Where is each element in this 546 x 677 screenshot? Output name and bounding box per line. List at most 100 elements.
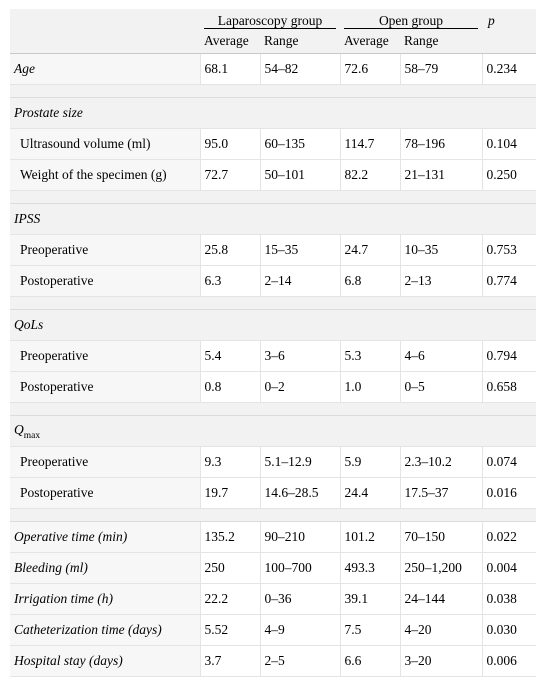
lap-range-cell: 2–14 bbox=[259, 265, 340, 297]
lap-average-cell: 5.4 bbox=[199, 340, 260, 372]
table-body: Age 68.1 54–82 72.6 58–79 0.234 Prostate size U… bbox=[10, 53, 536, 677]
open-range-cell: 24–144 bbox=[399, 583, 482, 615]
spacer-row bbox=[10, 402, 536, 416]
p-value-cell: 0.234 bbox=[481, 53, 536, 85]
row-label: Preoperative bbox=[10, 234, 200, 266]
table-row: Postoperative 0.8 0–2 1.0 0–5 0.658 bbox=[10, 371, 536, 403]
table-row: Operative time (min) 135.2 90–210 101.2 70–1… bbox=[10, 521, 536, 553]
p-value-cell: 0.774 bbox=[481, 265, 536, 297]
subheader-empty-cell bbox=[10, 29, 200, 54]
open-range-cell: 3–20 bbox=[399, 645, 482, 677]
open-range-cell: 4–20 bbox=[399, 614, 482, 646]
subheader-average-2: Average bbox=[340, 29, 400, 54]
open-range-cell: 21–131 bbox=[399, 159, 482, 191]
section-label-text: IPSS bbox=[14, 211, 41, 226]
spacer-row bbox=[10, 296, 536, 310]
p-value-cell: 0.030 bbox=[481, 614, 536, 646]
section-label: QoLs bbox=[10, 309, 536, 341]
section-label: IPSS bbox=[10, 203, 536, 235]
results-table-container: Laparoscopy group Open group p Average R… bbox=[10, 9, 536, 677]
p-value-cell: 0.038 bbox=[481, 583, 536, 615]
subheader-row: Average Range Average Range bbox=[10, 29, 536, 54]
lap-average-cell: 5.52 bbox=[199, 614, 260, 646]
open-average-cell: 114.7 bbox=[339, 128, 400, 160]
p-value-cell: 0.104 bbox=[481, 128, 536, 160]
open-range-cell: 2.3–10.2 bbox=[399, 446, 482, 478]
spacer-cell bbox=[10, 190, 536, 204]
open-average-cell: 24.7 bbox=[339, 234, 400, 266]
subheader-range-2: Range bbox=[400, 29, 482, 54]
open-average-cell: 5.3 bbox=[339, 340, 400, 372]
table-row: Weight of the specimen (g) 72.7 50–101 82.2… bbox=[10, 159, 536, 191]
row-label: Operative time (min) bbox=[10, 521, 200, 553]
row-label: Postoperative bbox=[10, 477, 200, 509]
spacer-row bbox=[10, 508, 536, 522]
section-header-row: IPSS bbox=[10, 203, 536, 235]
lap-average-cell: 0.8 bbox=[199, 371, 260, 403]
row-label: Ultrasound volume (ml) bbox=[10, 128, 200, 160]
lap-range-cell: 54–82 bbox=[259, 53, 340, 85]
p-value-cell: 0.022 bbox=[481, 521, 536, 553]
table-row: Catheterization time (days) 5.52 4–9 7.5 4–2… bbox=[10, 614, 536, 646]
lap-range-cell: 90–210 bbox=[259, 521, 340, 553]
spacer-cell bbox=[10, 84, 536, 98]
open-average-cell: 6.8 bbox=[339, 265, 400, 297]
lap-range-cell: 5.1–12.9 bbox=[259, 446, 340, 478]
section-label-text: QoLs bbox=[14, 317, 44, 332]
table-row: Postoperative 19.7 14.6–28.5 24.4 17.5–37 0.0… bbox=[10, 477, 536, 509]
open-range-cell: 78–196 bbox=[399, 128, 482, 160]
lap-range-cell: 14.6–28.5 bbox=[259, 477, 340, 509]
row-label: Catheterization time (days) bbox=[10, 614, 200, 646]
lap-range-cell: 0–2 bbox=[259, 371, 340, 403]
row-label: Postoperative bbox=[10, 265, 200, 297]
open-group-label: Open group bbox=[344, 13, 478, 29]
section-label: Prostate size bbox=[10, 97, 536, 129]
p-value-cell: 0.658 bbox=[481, 371, 536, 403]
header-empty-cell bbox=[10, 9, 200, 29]
laparoscopy-group-header: Laparoscopy group bbox=[200, 9, 340, 29]
row-label: Preoperative bbox=[10, 340, 200, 372]
spacer-row bbox=[10, 84, 536, 98]
p-value-cell: 0.794 bbox=[481, 340, 536, 372]
table-row: Preoperative 9.3 5.1–12.9 5.9 2.3–10.2 0.074 bbox=[10, 446, 536, 478]
row-label: Preoperative bbox=[10, 446, 200, 478]
p-value-cell: 0.004 bbox=[481, 552, 536, 584]
section-label-text: Prostate size bbox=[14, 105, 83, 120]
lap-average-cell: 68.1 bbox=[199, 53, 260, 85]
open-group-header: Open group bbox=[340, 9, 482, 29]
group-header-row: Laparoscopy group Open group p bbox=[10, 9, 536, 29]
open-average-cell: 101.2 bbox=[339, 521, 400, 553]
p-value-cell: 0.074 bbox=[481, 446, 536, 478]
lap-average-cell: 72.7 bbox=[199, 159, 260, 191]
spacer-cell bbox=[10, 402, 536, 416]
open-average-cell: 39.1 bbox=[339, 583, 400, 615]
open-range-cell: 10–35 bbox=[399, 234, 482, 266]
lap-average-cell: 25.8 bbox=[199, 234, 260, 266]
lap-average-cell: 9.3 bbox=[199, 446, 260, 478]
section-header-row: Qmax bbox=[10, 415, 536, 447]
open-range-cell: 70–150 bbox=[399, 521, 482, 553]
p-value-header: p bbox=[488, 13, 495, 28]
section-label-text: Q bbox=[14, 421, 24, 437]
table-row: Age 68.1 54–82 72.6 58–79 0.234 bbox=[10, 53, 536, 85]
table-row: Hospital stay (days) 3.7 2–5 6.6 3–20 0.006 bbox=[10, 645, 536, 677]
table-header: Laparoscopy group Open group p Average R… bbox=[10, 9, 536, 54]
p-value-cell: 0.250 bbox=[481, 159, 536, 191]
lap-range-cell: 60–135 bbox=[259, 128, 340, 160]
open-average-cell: 24.4 bbox=[339, 477, 400, 509]
lap-average-cell: 135.2 bbox=[199, 521, 260, 553]
open-range-cell: 250–1,200 bbox=[399, 552, 482, 584]
open-average-cell: 5.9 bbox=[339, 446, 400, 478]
lap-average-cell: 250 bbox=[199, 552, 260, 584]
open-range-cell: 2–13 bbox=[399, 265, 482, 297]
table-row: Preoperative 25.8 15–35 24.7 10–35 0.753 bbox=[10, 234, 536, 266]
open-range-cell: 58–79 bbox=[399, 53, 482, 85]
p-value-cell: 0.753 bbox=[481, 234, 536, 266]
table-row: Bleeding (ml) 250 100–700 493.3 250–1,200 0.0… bbox=[10, 552, 536, 584]
open-average-cell: 493.3 bbox=[339, 552, 400, 584]
table-row: Postoperative 6.3 2–14 6.8 2–13 0.774 bbox=[10, 265, 536, 297]
subheader-range-1: Range bbox=[260, 29, 340, 54]
lap-average-cell: 19.7 bbox=[199, 477, 260, 509]
spacer-cell bbox=[10, 508, 536, 522]
open-average-cell: 7.5 bbox=[339, 614, 400, 646]
